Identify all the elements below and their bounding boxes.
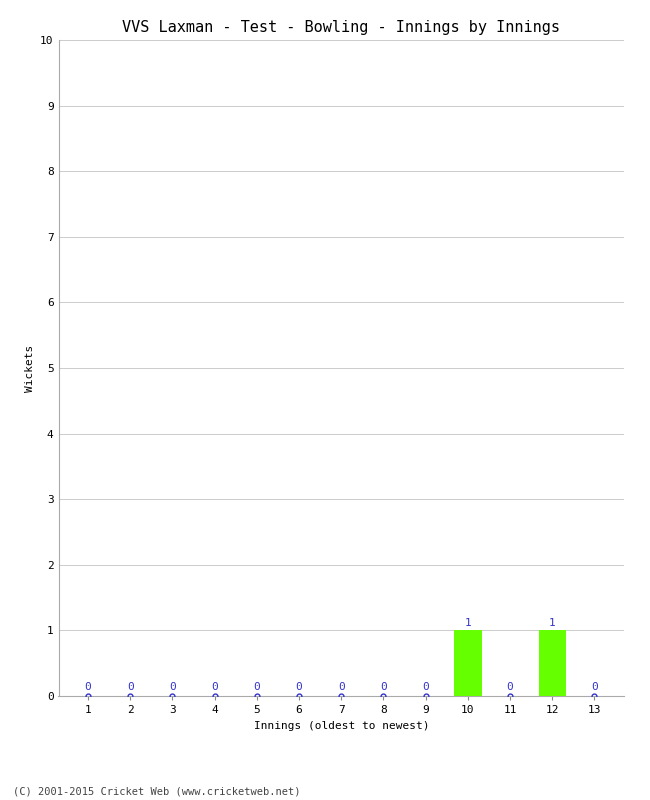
X-axis label: Innings (oldest to newest): Innings (oldest to newest) xyxy=(254,721,429,730)
Title: VVS Laxman - Test - Bowling - Innings by Innings: VVS Laxman - Test - Bowling - Innings by… xyxy=(122,20,560,34)
Y-axis label: Wickets: Wickets xyxy=(25,344,34,392)
Text: (C) 2001-2015 Cricket Web (www.cricketweb.net): (C) 2001-2015 Cricket Web (www.cricketwe… xyxy=(13,786,300,796)
Text: 0: 0 xyxy=(591,682,598,692)
Text: 0: 0 xyxy=(296,682,302,692)
Text: 0: 0 xyxy=(169,682,176,692)
Text: 0: 0 xyxy=(380,682,387,692)
Text: 0: 0 xyxy=(254,682,260,692)
Text: 0: 0 xyxy=(507,682,514,692)
Bar xyxy=(539,630,566,696)
Text: 0: 0 xyxy=(422,682,429,692)
Text: 1: 1 xyxy=(549,618,556,628)
Text: 0: 0 xyxy=(338,682,344,692)
Text: 0: 0 xyxy=(84,682,92,692)
Text: 0: 0 xyxy=(127,682,134,692)
Bar xyxy=(454,630,482,696)
Text: 1: 1 xyxy=(465,618,471,628)
Text: 0: 0 xyxy=(211,682,218,692)
